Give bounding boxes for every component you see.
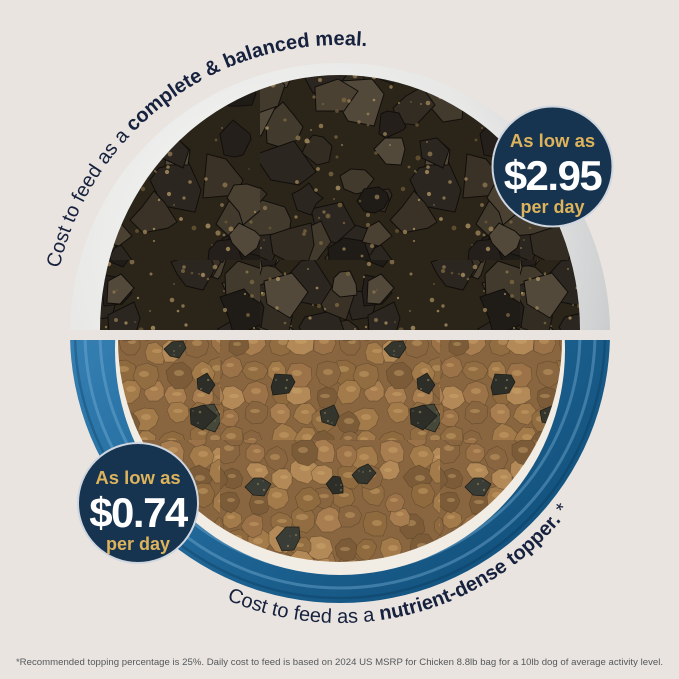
svg-text:$2.95: $2.95 [504, 152, 603, 199]
svg-text:per day: per day [520, 197, 584, 217]
svg-text:$0.74: $0.74 [89, 489, 189, 536]
svg-text:per day: per day [106, 534, 170, 554]
svg-text:As low as: As low as [510, 130, 595, 151]
svg-text:As low as: As low as [95, 467, 180, 488]
